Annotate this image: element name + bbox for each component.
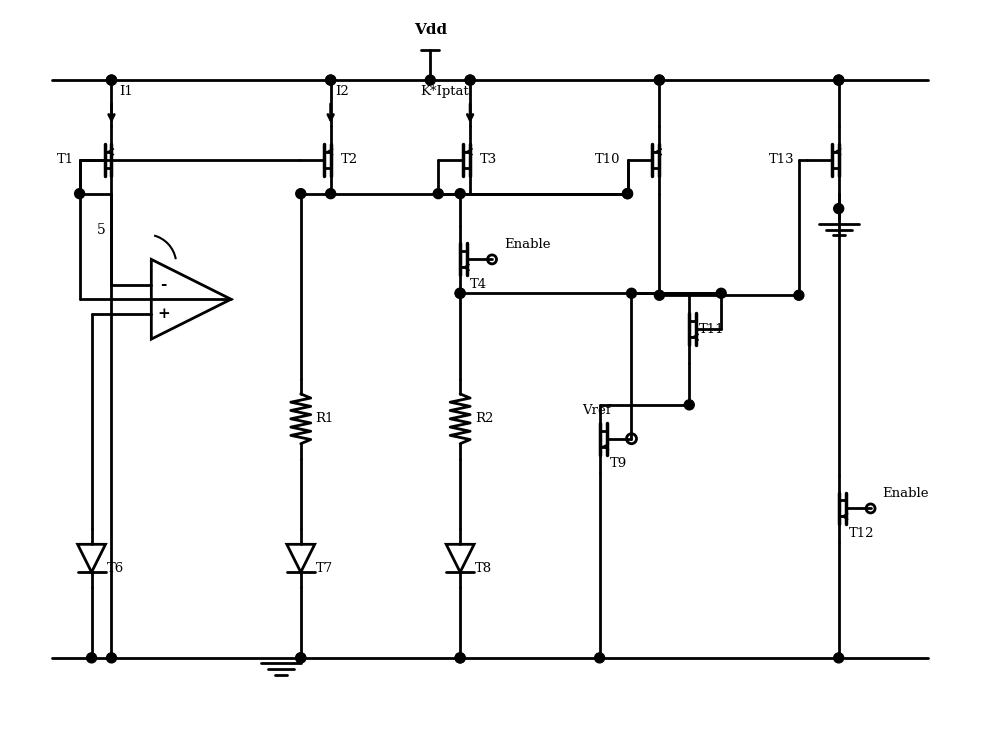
Circle shape <box>794 290 804 300</box>
Circle shape <box>716 288 726 298</box>
Text: T9: T9 <box>610 457 627 470</box>
Text: +: + <box>157 307 170 321</box>
Text: Enable: Enable <box>883 487 929 500</box>
Circle shape <box>455 288 465 298</box>
Circle shape <box>834 203 844 214</box>
Text: R2: R2 <box>475 413 493 425</box>
Circle shape <box>455 288 465 298</box>
Circle shape <box>465 75 475 85</box>
Text: T10: T10 <box>595 153 620 166</box>
Circle shape <box>326 75 336 85</box>
Circle shape <box>834 75 844 85</box>
Text: K*Iptat: K*Iptat <box>420 85 469 98</box>
Text: T11: T11 <box>699 323 725 335</box>
Circle shape <box>107 75 116 85</box>
Circle shape <box>654 75 664 85</box>
Circle shape <box>834 75 844 85</box>
Circle shape <box>296 189 306 198</box>
Circle shape <box>595 653 605 663</box>
Circle shape <box>627 288 636 298</box>
Text: Enable: Enable <box>504 238 550 251</box>
Text: I2: I2 <box>336 85 349 98</box>
Text: T13: T13 <box>769 153 795 166</box>
Circle shape <box>654 75 664 85</box>
Text: T7: T7 <box>316 562 333 574</box>
Text: T2: T2 <box>341 153 358 166</box>
Circle shape <box>623 189 632 198</box>
Circle shape <box>834 653 844 663</box>
Text: I1: I1 <box>119 85 133 98</box>
Text: -: - <box>160 278 166 292</box>
Circle shape <box>455 653 465 663</box>
Circle shape <box>433 189 443 198</box>
Circle shape <box>326 75 336 85</box>
Text: T8: T8 <box>475 562 492 574</box>
Circle shape <box>296 653 306 663</box>
Text: Vdd: Vdd <box>414 23 447 37</box>
Circle shape <box>684 400 694 410</box>
Circle shape <box>107 75 116 85</box>
Text: T4: T4 <box>470 278 487 291</box>
Circle shape <box>455 653 465 663</box>
Circle shape <box>425 75 435 85</box>
Circle shape <box>654 290 664 300</box>
Text: T1: T1 <box>57 153 74 166</box>
Circle shape <box>455 189 465 198</box>
Text: R1: R1 <box>316 413 334 425</box>
Text: T12: T12 <box>849 527 874 540</box>
Circle shape <box>107 653 116 663</box>
Circle shape <box>296 653 306 663</box>
Circle shape <box>326 189 336 198</box>
Text: 5: 5 <box>97 222 106 236</box>
Circle shape <box>75 189 85 198</box>
Circle shape <box>87 653 97 663</box>
Text: T6: T6 <box>107 562 124 574</box>
Text: T3: T3 <box>480 153 497 166</box>
Text: Vref: Vref <box>582 405 610 417</box>
Circle shape <box>465 75 475 85</box>
Circle shape <box>623 189 632 198</box>
